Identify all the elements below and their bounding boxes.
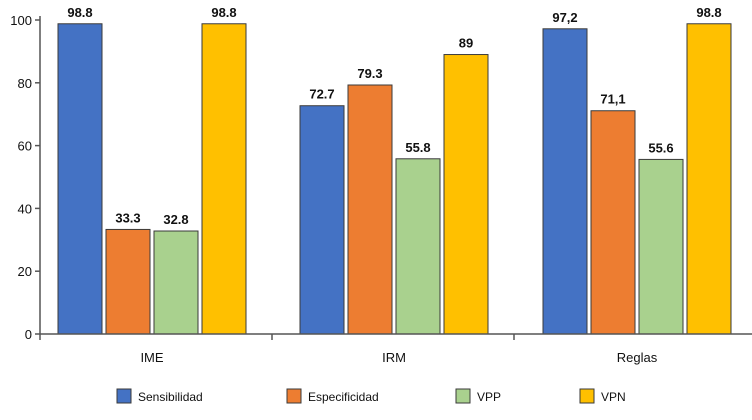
data-label: 98.8 <box>211 5 236 20</box>
data-label: 79.3 <box>357 66 382 81</box>
bar-vpp-irm <box>395 158 441 335</box>
y-tick-label: 100 <box>10 13 32 28</box>
legend-swatch <box>579 388 595 404</box>
y-tick-label: 20 <box>18 264 32 279</box>
legend-swatch <box>286 388 302 404</box>
x-category-label: IRM <box>382 350 406 365</box>
x-category-label: IME <box>140 350 163 365</box>
legend-label: VPP <box>477 390 501 404</box>
y-tick-label: 80 <box>18 76 32 91</box>
y-tick-label: 0 <box>25 327 32 342</box>
bar-sensibilidad-ime <box>57 23 103 335</box>
legend-label: VPN <box>601 390 626 404</box>
bar-vpn-reglas <box>686 23 732 335</box>
legend-label: Especificidad <box>308 390 379 404</box>
bars: 98.8 33.3 32.8 98.8 72.7 79.3 55.8 89 97,2 71,1 55… <box>57 5 732 335</box>
legend-swatch <box>455 388 471 404</box>
data-label: 72.7 <box>309 87 334 102</box>
legend-swatch <box>116 388 132 404</box>
data-label: 55.8 <box>405 140 430 155</box>
data-label: 98.8 <box>696 5 721 20</box>
data-label: 89 <box>459 36 473 51</box>
y-tick-label: 40 <box>18 201 32 216</box>
data-label: 55.6 <box>648 140 673 155</box>
data-label: 32.8 <box>163 212 188 227</box>
bar-vpp-ime <box>153 230 199 335</box>
bar-sensibilidad-irm <box>299 105 345 335</box>
data-label: 98.8 <box>67 5 92 20</box>
x-axis: IME IRM Reglas <box>39 333 752 365</box>
legend-label: Sensibilidad <box>138 390 203 404</box>
bar-especificidad-reglas <box>590 110 636 335</box>
bar-vpn-irm <box>443 54 489 335</box>
data-label: 71,1 <box>600 92 625 107</box>
x-category-label: Reglas <box>617 350 658 365</box>
y-axis: 0 20 40 60 80 100 <box>10 13 41 342</box>
data-label: 33.3 <box>115 210 140 225</box>
bar-especificidad-irm <box>347 84 393 335</box>
data-label: 97,2 <box>552 10 577 25</box>
bar-sensibilidad-reglas <box>542 28 588 335</box>
bar-vpp-reglas <box>638 158 684 335</box>
bar-vpn-ime <box>201 23 247 335</box>
y-tick-label: 60 <box>18 139 32 154</box>
bar-especificidad-ime <box>105 228 151 335</box>
legend: Sensibilidad Especificidad VPP VPN <box>116 388 626 404</box>
